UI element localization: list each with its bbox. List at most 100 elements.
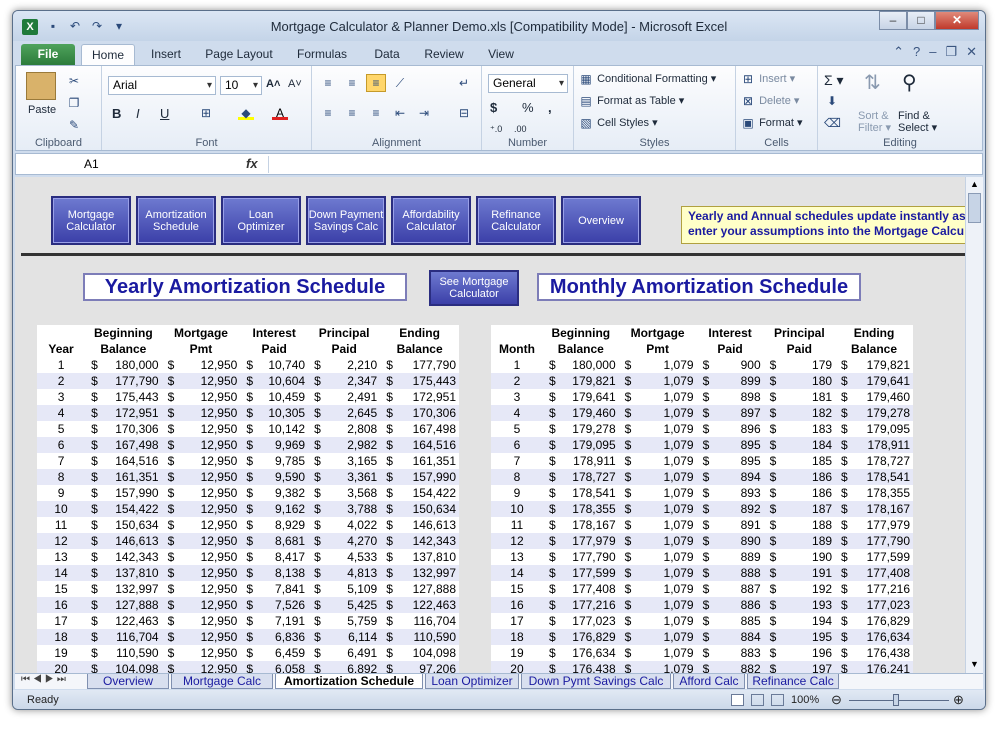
cut-icon[interactable]: ✂ [68, 74, 80, 88]
currency-symbol[interactable]: $ [308, 597, 324, 613]
amount-cell[interactable]: 892 [711, 501, 764, 517]
currency-symbol[interactable]: $ [240, 437, 256, 453]
period-cell[interactable]: 2 [37, 373, 86, 389]
period-cell[interactable]: 14 [37, 565, 86, 581]
sheet-tab[interactable]: Overview [87, 674, 169, 689]
currency-symbol[interactable]: $ [240, 645, 256, 661]
amount-cell[interactable]: 132,997 [100, 581, 162, 597]
currency-symbol[interactable]: $ [763, 597, 779, 613]
align-middle-icon[interactable]: ≡ [348, 76, 356, 90]
currency-symbol[interactable]: $ [308, 613, 324, 629]
amount-cell[interactable]: 179,821 [850, 357, 913, 373]
amount-cell[interactable]: 6,892 [323, 661, 381, 673]
amount-cell[interactable]: 195 [778, 629, 836, 645]
period-cell[interactable]: 14 [491, 565, 543, 581]
amount-cell[interactable]: 4,270 [323, 533, 381, 549]
amount-cell[interactable]: 1,079 [633, 597, 697, 613]
amount-cell[interactable]: 886 [711, 597, 764, 613]
currency-symbol[interactable]: $ [763, 405, 779, 421]
amount-cell[interactable]: 176,829 [850, 613, 913, 629]
amount-cell[interactable]: 1,079 [633, 389, 697, 405]
amount-cell[interactable]: 132,997 [395, 565, 459, 581]
currency-symbol[interactable]: $ [835, 517, 851, 533]
period-cell[interactable]: 9 [491, 485, 543, 501]
merge-center-icon[interactable]: ⊟ [458, 106, 470, 120]
amount-cell[interactable]: 196 [778, 645, 836, 661]
vertical-scrollbar[interactable]: ▲ ▼ [965, 177, 983, 673]
decrease-indent-icon[interactable]: ⇤ [394, 106, 406, 120]
period-cell[interactable]: 4 [491, 405, 543, 421]
undo-icon[interactable]: ↶ [69, 19, 81, 33]
currency-symbol[interactable]: $ [308, 645, 324, 661]
currency-symbol[interactable]: $ [618, 517, 634, 533]
currency-symbol[interactable]: $ [85, 437, 101, 453]
amount-cell[interactable]: 177,023 [558, 613, 619, 629]
amount-cell[interactable]: 116,704 [395, 613, 459, 629]
close-button[interactable]: ✕ [935, 11, 979, 30]
currency-symbol[interactable]: $ [696, 597, 712, 613]
amount-cell[interactable]: 176,241 [850, 661, 913, 673]
currency-symbol[interactable]: $ [618, 629, 634, 645]
amount-cell[interactable]: 9,162 [255, 501, 309, 517]
nav-button-1[interactable]: Mortgage Calculator [51, 196, 131, 245]
amount-cell[interactable]: 179,278 [850, 405, 913, 421]
borders-icon[interactable]: ⊞ [200, 106, 212, 120]
currency-symbol[interactable]: $ [835, 645, 851, 661]
amount-cell[interactable]: 164,516 [100, 453, 162, 469]
maximize-button[interactable]: □ [907, 11, 935, 30]
currency-symbol[interactable]: $ [696, 405, 712, 421]
currency-symbol[interactable]: $ [696, 661, 712, 673]
nav-button-6[interactable]: Refinance Calculator [476, 196, 556, 245]
amount-cell[interactable]: 2,210 [323, 357, 381, 373]
amount-cell[interactable]: 893 [711, 485, 764, 501]
period-cell[interactable]: 12 [37, 533, 86, 549]
amount-cell[interactable]: 1,079 [633, 405, 697, 421]
copy-icon[interactable]: ❐ [68, 96, 80, 110]
amount-cell[interactable]: 184 [778, 437, 836, 453]
currency-symbol[interactable]: $ [161, 501, 177, 517]
currency-symbol[interactable]: $ [763, 485, 779, 501]
currency-symbol[interactable]: $ [380, 533, 396, 549]
amount-cell[interactable]: 191 [778, 565, 836, 581]
amount-cell[interactable]: 12,950 [176, 357, 241, 373]
amount-cell[interactable]: 2,982 [323, 437, 381, 453]
amount-cell[interactable]: 8,929 [255, 517, 309, 533]
currency-symbol[interactable]: $ [696, 421, 712, 437]
currency-symbol[interactable]: $ [542, 437, 559, 453]
currency-symbol[interactable]: $ [308, 389, 324, 405]
period-cell[interactable]: 1 [491, 357, 543, 373]
amount-cell[interactable]: 154,422 [395, 485, 459, 501]
currency-symbol[interactable]: $ [240, 421, 256, 437]
currency-symbol[interactable]: $ [161, 549, 177, 565]
currency-symbol[interactable]: $ [380, 645, 396, 661]
amount-cell[interactable]: 104,098 [395, 645, 459, 661]
currency-symbol[interactable]: $ [835, 565, 851, 581]
amount-cell[interactable]: 177,790 [558, 549, 619, 565]
amount-cell[interactable]: 1,079 [633, 373, 697, 389]
amount-cell[interactable]: 1,079 [633, 469, 697, 485]
align-right-icon[interactable]: ≡ [372, 106, 380, 120]
amount-cell[interactable]: 182 [778, 405, 836, 421]
currency-symbol[interactable]: $ [240, 405, 256, 421]
currency-symbol[interactable]: $ [835, 405, 851, 421]
amount-cell[interactable]: 178,727 [850, 453, 913, 469]
name-box[interactable]: A1 [84, 157, 99, 171]
amount-cell[interactable]: 12,950 [176, 437, 241, 453]
currency-symbol[interactable]: $ [380, 373, 396, 389]
amount-cell[interactable]: 177,408 [558, 581, 619, 597]
period-cell[interactable]: 15 [37, 581, 86, 597]
amount-cell[interactable]: 137,810 [395, 549, 459, 565]
amount-cell[interactable]: 175,443 [395, 373, 459, 389]
amount-cell[interactable]: 189 [778, 533, 836, 549]
currency-symbol[interactable]: $ [380, 421, 396, 437]
shrink-font-icon[interactable]: A˅ [288, 78, 302, 90]
amount-cell[interactable]: 188 [778, 517, 836, 533]
amount-cell[interactable]: 178,355 [850, 485, 913, 501]
currency-symbol[interactable]: $ [835, 469, 851, 485]
currency-symbol[interactable]: $ [240, 389, 256, 405]
currency-symbol[interactable]: $ [240, 501, 256, 517]
period-cell[interactable]: 13 [491, 549, 543, 565]
amount-cell[interactable]: 178,167 [558, 517, 619, 533]
amount-cell[interactable]: 177,216 [558, 597, 619, 613]
currency-symbol[interactable]: $ [240, 357, 256, 373]
